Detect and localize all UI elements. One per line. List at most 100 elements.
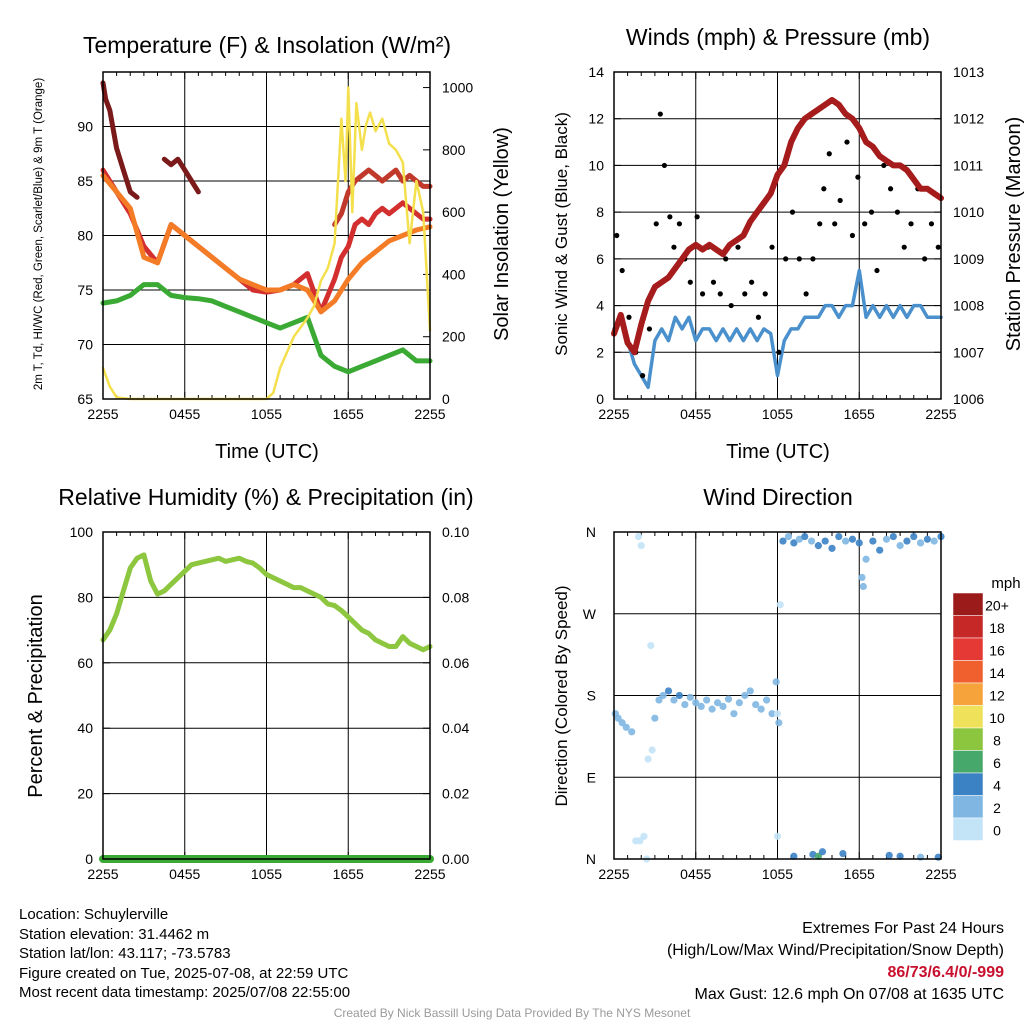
winds-y-tick-label-right: 1008 — [953, 298, 984, 314]
wdir-y-tick-label: W — [583, 606, 597, 622]
wdir-legend-swatch — [952, 750, 984, 774]
wdir-x-tick-label: 2255 — [598, 866, 629, 882]
rh-y-tick-label: 100 — [70, 524, 94, 540]
wdir-legend-label: 2 — [993, 800, 1001, 816]
winds-gust-point — [810, 256, 816, 262]
temp-y-tick-label-right: 200 — [442, 329, 466, 345]
winds-chart-title: Winds (mph) & Pressure (mb) — [626, 24, 930, 50]
wdir-legend-label: 14 — [989, 665, 1005, 681]
wdir-point — [741, 691, 749, 700]
wdir-y-tick-label: N — [586, 524, 596, 540]
winds-x-axis-label: Time (UTC) — [726, 441, 830, 463]
winds-gust-point — [887, 186, 894, 192]
rh-x-tick-label: 0455 — [169, 866, 200, 882]
winds-y-tick-label: 6 — [596, 251, 604, 267]
wdir-y-tick-label: S — [587, 688, 596, 704]
wdir-legend-label: 0 — [993, 822, 1001, 838]
wdir-point — [885, 851, 893, 859]
winds-gust-point — [614, 232, 620, 239]
figure-created: Figure created on Tue, 2025-07-08, at 22… — [19, 964, 349, 982]
winds-gust-point — [901, 244, 907, 250]
rh-y-tick-label: 60 — [77, 655, 93, 671]
winds-y-tick-label: 4 — [596, 298, 604, 314]
wdir-point — [772, 678, 780, 686]
wdir-point — [719, 702, 727, 711]
wdir-point — [818, 848, 827, 856]
wdir-point — [757, 705, 765, 713]
winds-gust-point — [776, 349, 782, 355]
temp-x-tick-label: 0455 — [169, 406, 200, 422]
station-latlon: Station lat/lon: 43.117; -73.5783 — [19, 945, 231, 962]
winds-y-tick-label-right: 1013 — [953, 64, 984, 80]
winds-y-tick-label: 8 — [596, 204, 604, 220]
temp-y-tick-label: 70 — [77, 337, 93, 353]
winds-gust-point — [935, 244, 941, 250]
winds-gust-point — [735, 244, 741, 250]
wdir-point — [790, 539, 798, 547]
extremes-panel: Extremes For Past 24 Hours (High/Low/Max… — [667, 918, 1004, 1006]
winds-x-tick-label: 2255 — [598, 406, 629, 422]
wdir-point — [821, 537, 829, 545]
temp-y-tick-label: 75 — [77, 282, 93, 298]
wdir-point — [814, 542, 822, 550]
temp-series-line-0 — [100, 80, 201, 200]
wdir-point — [807, 537, 816, 545]
winds-series-line-0 — [612, 268, 943, 390]
wdir-point — [869, 537, 877, 545]
wdir-point — [670, 696, 678, 704]
winds-gust-point — [671, 244, 677, 250]
wdir-legend-label: 20+ — [985, 597, 1009, 613]
wdir-point — [930, 537, 938, 545]
wdir-point — [763, 696, 771, 704]
winds-y-axis-label-right: Station Pressure (Maroon) — [1003, 117, 1024, 352]
temp-y-axis-label-right: Solar Insolation (Yellow) — [491, 127, 513, 341]
wdir-point — [648, 746, 656, 754]
winds-gust-point — [881, 162, 887, 169]
extremes-values: 86/73/6.4/0/-999 — [887, 964, 1004, 981]
temp-series-line-2 — [100, 173, 433, 315]
winds-gust-point — [855, 174, 861, 180]
winds-y-tick-label-right: 1010 — [953, 204, 984, 220]
winds-y-tick-label: 12 — [588, 111, 604, 127]
max-gust: Max Gust: 12.6 mph On 07/08 at 1635 UTC — [694, 986, 1005, 1003]
rh-y-tick-label: 0 — [85, 851, 93, 867]
winds-y-tick-label: 10 — [588, 157, 604, 173]
wdir-plot-border — [613, 531, 942, 860]
wdir-legend-label: 16 — [989, 642, 1005, 658]
rh-plot-border — [102, 531, 431, 860]
wdir-point — [713, 699, 722, 707]
rh-y-tick-label-right: 0.08 — [442, 589, 469, 605]
rh-y-tick-label: 20 — [77, 786, 93, 802]
temp-plot-border — [102, 71, 431, 400]
temp-y-axis-label-left: 2m T, Td, HI/WC (Red, Green, Scarlet/Blu… — [33, 78, 45, 390]
wdir-point — [735, 699, 743, 707]
temp-chart-title: Temperature (F) & Insolation (W/m²) — [83, 32, 451, 58]
wdir-point — [773, 710, 782, 718]
wdir-point — [801, 532, 809, 541]
winds-gust-point — [862, 221, 868, 227]
winds-gust-point — [728, 302, 734, 309]
wdir-y-tick-label: E — [587, 769, 596, 785]
winds-y-tick-label: 2 — [596, 344, 604, 360]
wdir-legend-title: mph — [991, 575, 1020, 592]
wdir-x-tick-label: 0455 — [680, 866, 711, 882]
winds-x-tick-label: 0455 — [680, 406, 711, 422]
rh-y-tick-label-right: 0.10 — [442, 524, 469, 540]
wdir-point — [876, 546, 884, 554]
winds-gust-point — [694, 214, 700, 220]
winds-y-tick-label-right: 1012 — [953, 111, 984, 127]
winds-y-tick-label-right: 1011 — [953, 157, 983, 173]
wdir-point — [730, 710, 738, 718]
wdir-point — [644, 755, 652, 763]
winds-gust-point — [687, 279, 693, 285]
wdir-point — [708, 705, 716, 713]
winds-gust-point — [676, 221, 683, 227]
rh-x-tick-label: 2255 — [87, 866, 118, 882]
wdir-legend-swatch — [952, 727, 984, 751]
wdir-legend-label: 8 — [993, 732, 1001, 748]
wdir-legend-label: 4 — [993, 777, 1001, 793]
winds-gust-point — [796, 256, 802, 262]
wdir-point — [637, 542, 645, 550]
station-elevation: Station elevation: 31.4462 m — [19, 925, 210, 943]
rh-chart: 0 20 40 60 80 100 0.00 0.02 0.04 0.06 0.08 0.10 2255… — [70, 524, 470, 882]
